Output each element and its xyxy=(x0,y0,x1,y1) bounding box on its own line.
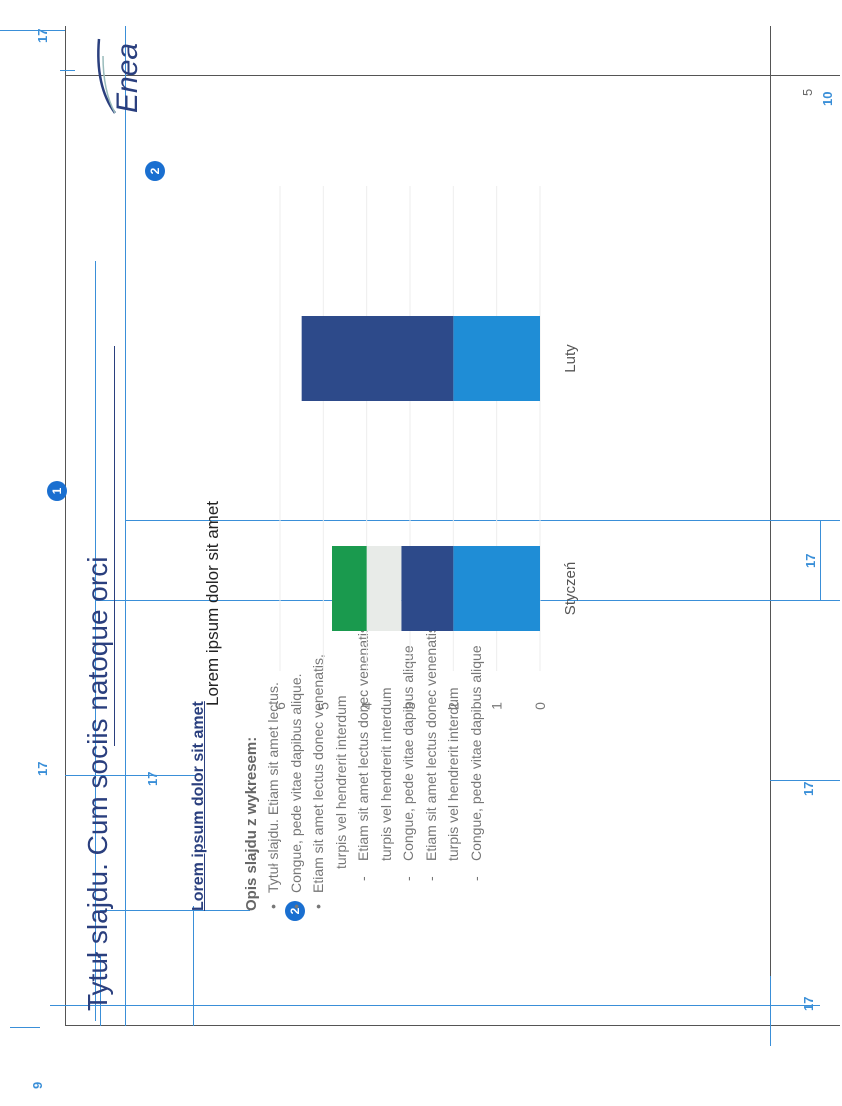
y-tick-label: 0 xyxy=(532,702,548,710)
dim-label-bottom: 17 xyxy=(801,781,816,796)
y-tick-label: 3 xyxy=(402,702,418,710)
dim-arrow-column xyxy=(820,521,821,601)
dim-label-title-left: 17 xyxy=(35,761,50,776)
y-tick-label: 2 xyxy=(445,702,461,710)
logo-text: Enea xyxy=(111,43,144,113)
dim-arrow-subtitle xyxy=(125,775,195,776)
frame-left xyxy=(65,1025,840,1026)
x-category-label: Luty xyxy=(562,344,579,373)
y-tick-label: 6 xyxy=(272,702,288,710)
description-heading: Opis slajdu z wykresem: xyxy=(243,736,260,911)
y-tick-label: 1 xyxy=(489,702,505,710)
guide-vertical-content xyxy=(100,910,250,911)
frame-top xyxy=(65,26,66,1026)
badge-one: 1 xyxy=(47,481,67,501)
bar-chart: 0 1 2 3 4 5 6 Styczeń Luty xyxy=(272,186,579,710)
bar-segment xyxy=(453,316,540,401)
dim-label-left: 17 xyxy=(801,996,816,1011)
bar-segment xyxy=(453,546,540,631)
dim-label-title: 17 xyxy=(145,771,160,786)
badge-two-chart: 2 xyxy=(145,161,165,181)
dim-arrow-title-offset xyxy=(10,1027,40,1028)
dim-arrow-left xyxy=(770,976,771,1046)
bar-segment xyxy=(401,546,454,631)
frame-bottom xyxy=(770,26,771,1026)
dim-label-top: 17 xyxy=(35,28,50,43)
bar-segment xyxy=(366,546,402,631)
y-tick-label: 4 xyxy=(359,702,375,710)
x-category-label: Styczeń xyxy=(562,562,579,615)
chart-title: Lorem ipsum dolor sit amet xyxy=(203,500,222,706)
frame-right xyxy=(65,75,840,76)
guide-horizontal-content xyxy=(125,26,126,1026)
bar-segment xyxy=(301,316,454,401)
guide-vertical-logo xyxy=(60,70,75,71)
guide-horizontal-subtitle xyxy=(193,906,194,1026)
slide-subheading: Lorem ipsum dolor sit amet xyxy=(190,701,207,911)
dim-arrow-top xyxy=(0,30,65,31)
dim-label-logo: 10 xyxy=(820,91,835,106)
bar-segment xyxy=(332,546,367,631)
dim-label-column: 17 xyxy=(803,553,818,568)
guide-vertical-left xyxy=(50,1005,820,1006)
dim-label-title-offset: 9 xyxy=(30,1081,45,1089)
slide-title: Tytuł slajdu. Cum sociis natoque orci xyxy=(82,556,113,1011)
enea-logo: Enea xyxy=(97,38,144,114)
y-tick-label: 5 xyxy=(315,702,331,710)
title-underline xyxy=(114,346,115,746)
dim-label-logo-gap: 5 xyxy=(800,88,815,96)
